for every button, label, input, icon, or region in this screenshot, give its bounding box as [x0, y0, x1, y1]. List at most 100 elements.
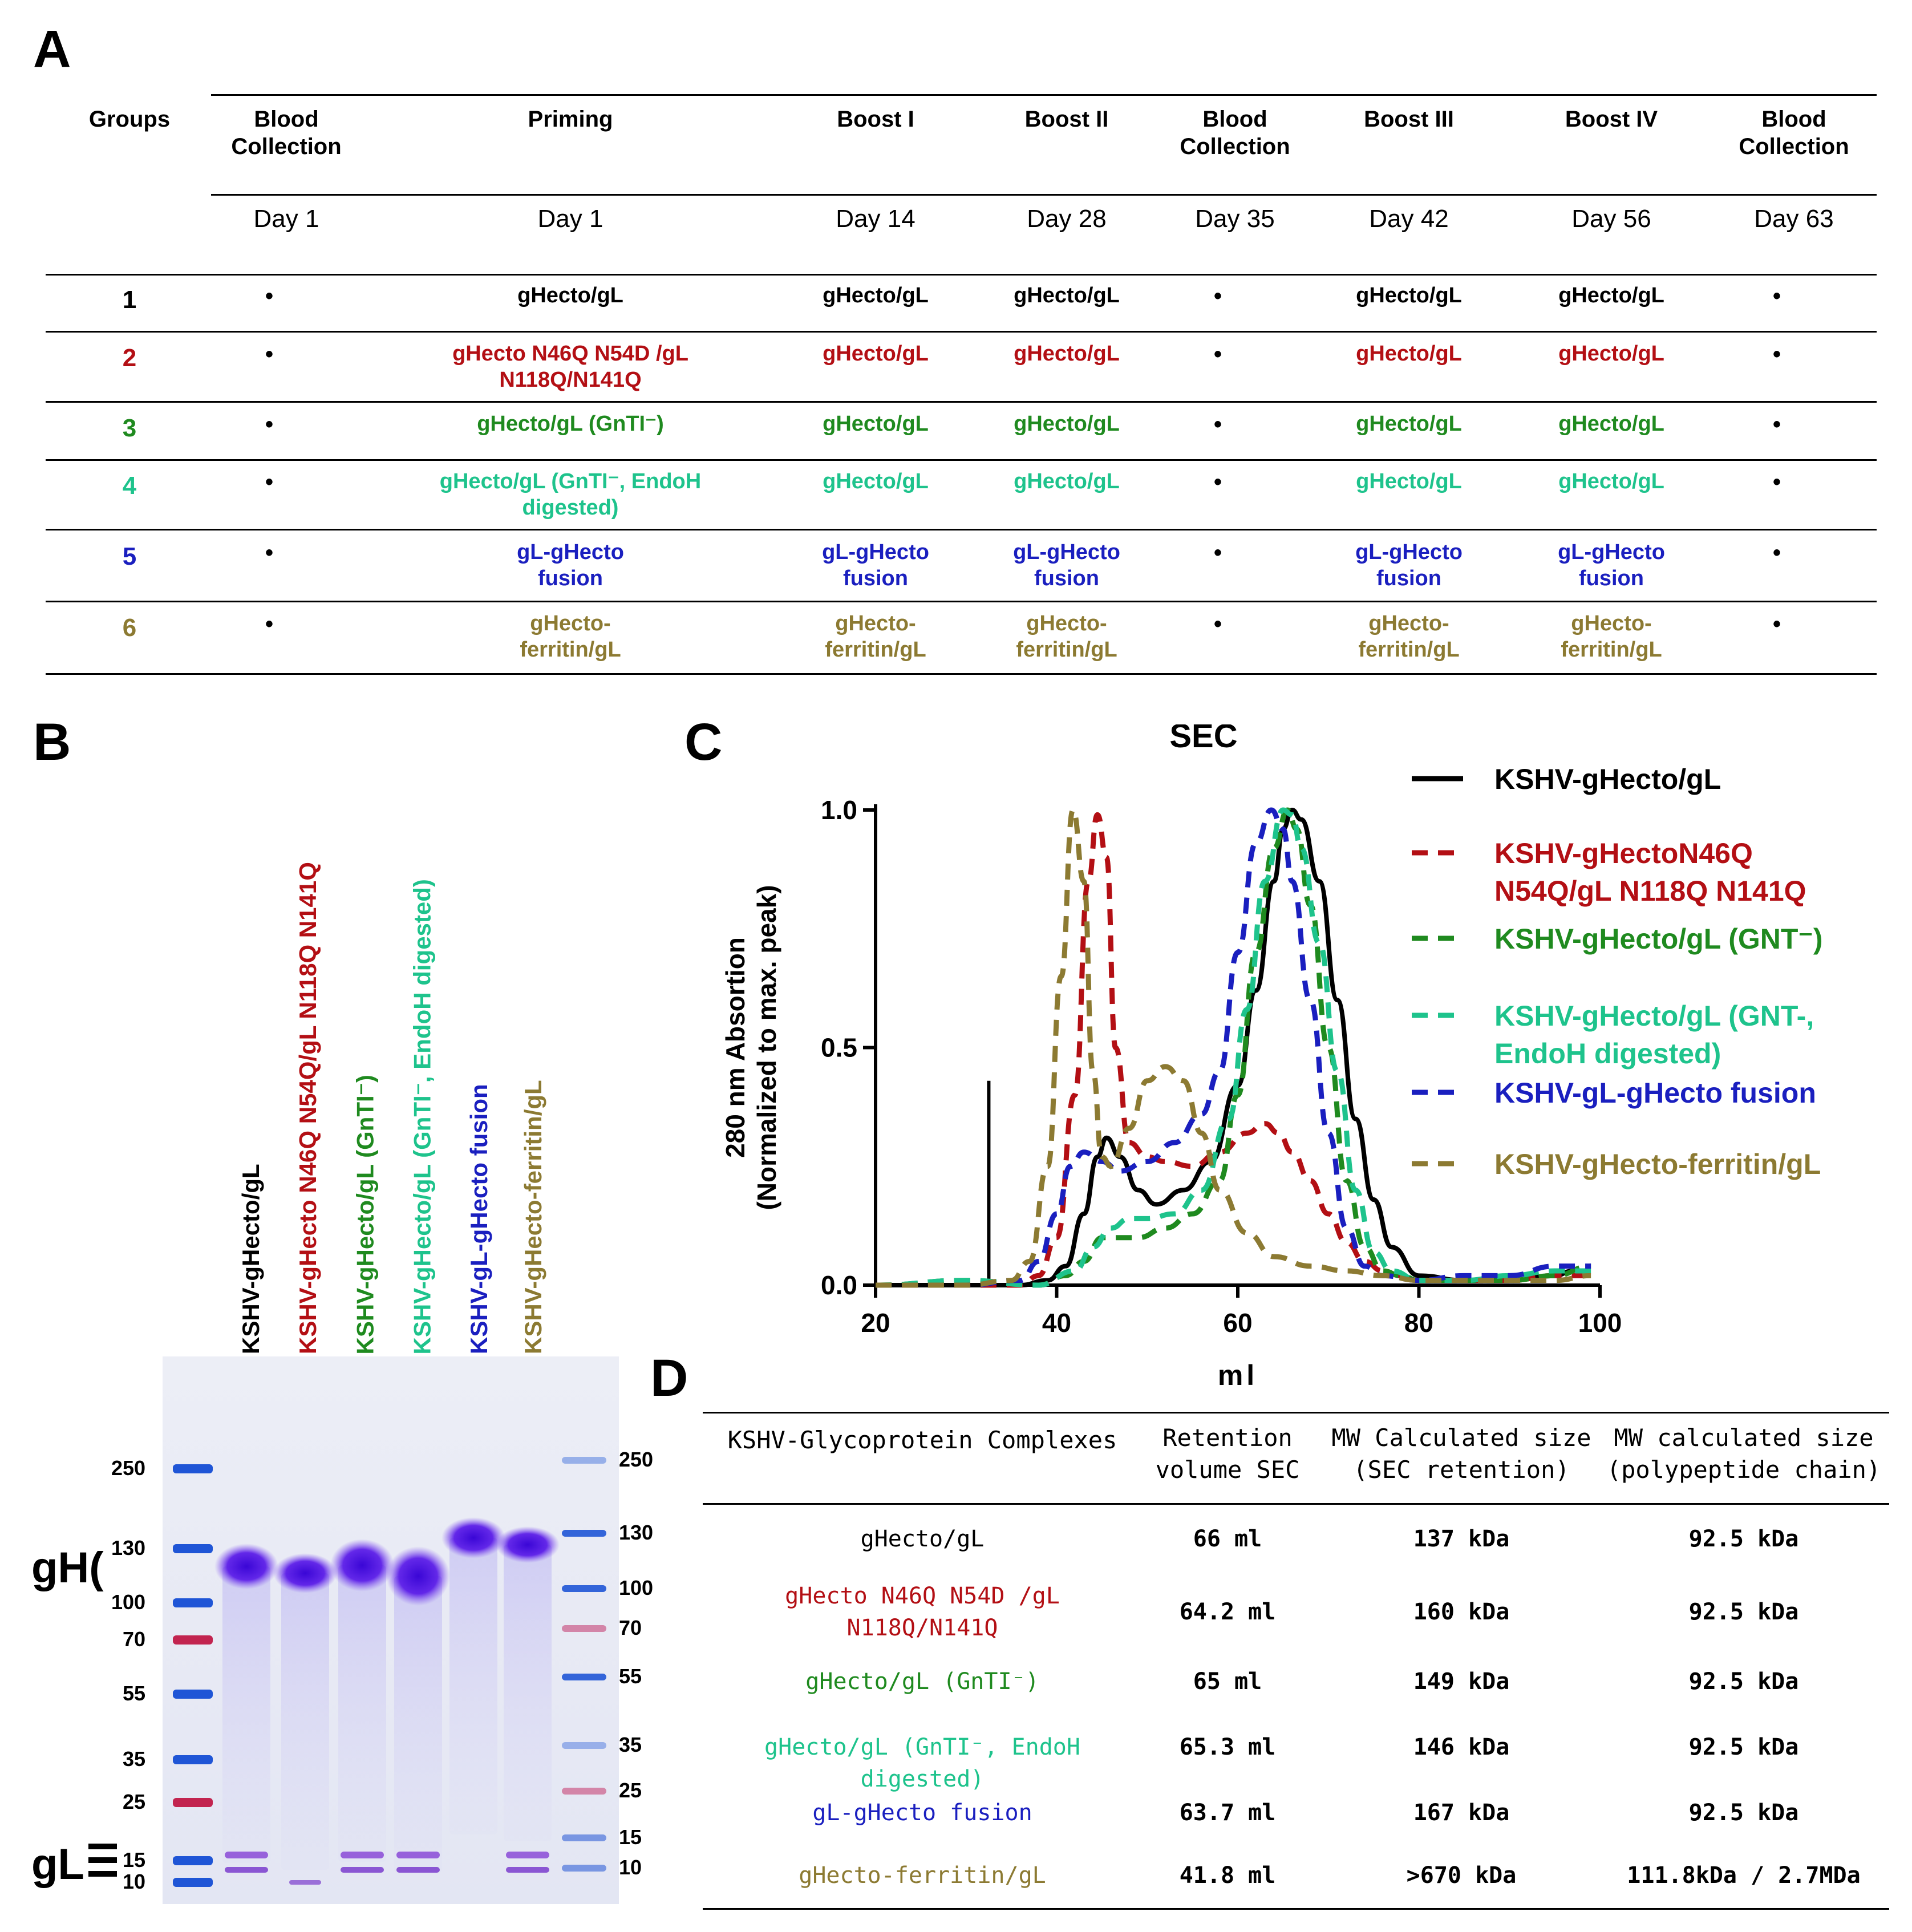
table-d-header: KSHV-Glycoprotein Complexes	[727, 1426, 1117, 1454]
x-tick-label: 20	[861, 1308, 890, 1338]
table-d-retention: 65.3 ml	[1179, 1734, 1276, 1760]
gh-band	[496, 1526, 560, 1563]
ladder-band-right	[562, 1457, 606, 1464]
table-a-bullet: •	[1772, 412, 1781, 437]
table-d-retention: 66 ml	[1193, 1526, 1262, 1552]
table-a-bullet: •	[1213, 611, 1222, 637]
ladder-band-left	[173, 1798, 213, 1807]
table-a-bullet: •	[1772, 611, 1781, 637]
panel-letter-c: C	[684, 713, 723, 771]
table-a-cell: gHecto/gL	[1558, 342, 1664, 366]
ladder-band-right	[562, 1865, 606, 1872]
gel-image	[163, 1356, 619, 1904]
gel-lane-label: KSHV-gHecto/gL (GnTI⁻)	[351, 1075, 379, 1355]
table-a-cell: gL-gHecto fusion	[517, 540, 624, 590]
table-a-row-rule	[46, 673, 1877, 675]
table-a-header: Groups	[88, 107, 171, 132]
table-d-complex-name: gHecto N46Q N54D /gL N118Q/N141Q	[785, 1583, 1060, 1641]
ladder-band-left	[173, 1878, 213, 1887]
table-a-header: Boost II	[1024, 107, 1109, 132]
table-a-bullet: •	[1213, 342, 1222, 367]
gl-label: gL	[31, 1840, 84, 1889]
y-axis-label: 280 nm Absortion	[720, 937, 750, 1158]
mw-marker-left: 55	[123, 1682, 146, 1705]
table-d-retention: 65 ml	[1193, 1668, 1262, 1695]
table-a-cell: gHecto/gL	[1014, 342, 1120, 366]
table-d-mw-poly: 92.5 kDa	[1688, 1668, 1799, 1695]
lane-smear	[338, 1565, 386, 1862]
gel-lane-label: KSHV-gHecto-ferritin/gL	[520, 1080, 546, 1354]
gh-band	[214, 1544, 278, 1589]
table-a-bullet: •	[1772, 469, 1781, 495]
table-a-bullet: •	[265, 342, 273, 367]
table-a-header: Blood Collection	[1739, 107, 1849, 159]
mw-marker-right: 250	[619, 1448, 654, 1471]
mw-marker-right: 35	[619, 1733, 642, 1756]
table-a-header: Blood Collection	[1180, 107, 1290, 159]
x-tick-label: 60	[1223, 1308, 1252, 1338]
ladder-band-right	[562, 1742, 606, 1749]
gl-band-lower	[396, 1867, 440, 1873]
table-a-cell: gHecto/gL	[1356, 342, 1462, 366]
table-a-day: Day 63	[1754, 205, 1834, 233]
table-d-complex-name: gL-gHecto fusion	[812, 1800, 1032, 1826]
lane-smear	[449, 1538, 497, 1834]
legend-label: KSHV-gHecto/gL (GNT-,	[1494, 1000, 1814, 1032]
table-d-complex-name: gHecto-ferritin/gL	[799, 1862, 1046, 1889]
table-a-bullet: •	[1772, 283, 1781, 309]
table-a-bullet: •	[265, 611, 273, 637]
series-line	[876, 807, 1591, 1288]
table-a-group-number: 2	[122, 344, 137, 372]
table-d-mw-sec: 149 kDa	[1413, 1668, 1510, 1695]
legend-label: N54Q/gL N118Q N141Q	[1494, 875, 1806, 907]
mw-marker-right: 100	[619, 1576, 654, 1599]
gel-lane-label: KSHV-gHecto/gL (GnTI⁻, EndoH digested)	[408, 879, 436, 1355]
table-a-bullet: •	[1213, 412, 1222, 437]
series-line	[875, 807, 1591, 1288]
table-a-header: Boost IV	[1565, 107, 1658, 132]
mw-marker-left: 100	[111, 1590, 146, 1614]
table-a-cell: gHecto/gL	[1014, 469, 1120, 493]
table-d-header: Retention volume SEC	[1155, 1424, 1300, 1484]
table-a-cell: gHecto/gL	[823, 342, 929, 366]
y-tick-label: 0.5	[821, 1033, 857, 1063]
table-a-cell: gHecto-ferritin/gL	[825, 611, 926, 662]
table-d-mw-poly: 92.5 kDa	[1688, 1599, 1799, 1625]
mw-marker-right: 15	[619, 1825, 642, 1849]
table-a-row-rule	[46, 401, 1877, 403]
table-d-mw-sec: 137 kDa	[1413, 1526, 1510, 1552]
table-d-complex-name: gHecto/gL (GnTI⁻)	[805, 1668, 1039, 1695]
panel-letter-b: B	[33, 713, 71, 771]
table-a-cell: gHecto-ferritin/gL	[1561, 611, 1662, 662]
table-a-cell: gHecto/gL	[517, 283, 623, 307]
legend-label: EndoH digested)	[1494, 1038, 1721, 1070]
table-a-day-rule	[211, 194, 1877, 196]
table-d-header: MW calculated size (polypeptide chain)	[1606, 1424, 1881, 1484]
table-a-cell: gHecto/gL	[1014, 412, 1120, 436]
table-d-mw-sec: 160 kDa	[1413, 1599, 1510, 1625]
table-a-cell: gHecto-ferritin/gL	[520, 611, 621, 662]
table-d-bottom-rule	[703, 1908, 1889, 1910]
table-a-bullet: •	[1772, 342, 1781, 367]
table-a-cell: gHecto/gL	[1558, 283, 1664, 307]
table-d-mw-poly: 92.5 kDa	[1688, 1526, 1799, 1552]
table-a-cell: gHecto/gL	[1356, 469, 1462, 493]
table-a-cell: gHecto/gL	[1356, 283, 1462, 307]
y-tick-label: 0.0	[821, 1270, 857, 1300]
legend-label: KSHV-gHectoN46Q	[1494, 837, 1753, 869]
legend-label: KSHV-gHecto/gL	[1494, 763, 1721, 795]
gl-band-lower	[225, 1867, 268, 1873]
lane-smear	[281, 1573, 329, 1870]
table-a-group-number: 1	[122, 286, 137, 314]
chart-title: SEC	[1169, 724, 1237, 755]
series-line	[876, 807, 1591, 1288]
mw-marker-right: 55	[619, 1664, 642, 1688]
table-a-cell: gHecto-ferritin/gL	[1016, 611, 1117, 662]
table-a-cell: gHecto-ferritin/gL	[1358, 611, 1460, 662]
mw-marker-left: 35	[123, 1747, 146, 1771]
table-a-cell: gHecto/gL	[1014, 283, 1120, 307]
table-a-top-rule	[211, 94, 1877, 96]
mw-marker-right: 70	[619, 1616, 642, 1639]
table-a-header: Boost I	[837, 107, 914, 132]
table-a-day: Day 28	[1027, 205, 1107, 233]
